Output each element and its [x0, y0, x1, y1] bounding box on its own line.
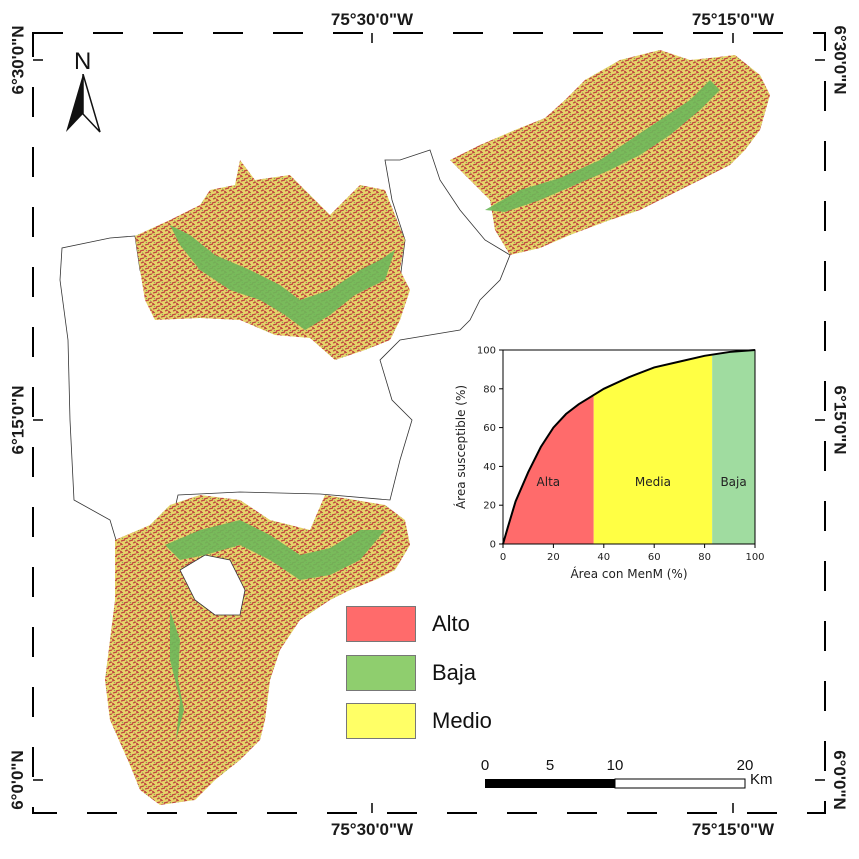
chart-curve-line	[502, 349, 756, 545]
river-northeast	[485, 80, 720, 212]
scale-tick-20: 20	[736, 757, 754, 774]
scale-tick-10: 10	[606, 757, 624, 774]
chart-y-tick-label: 40	[483, 462, 496, 473]
coord-bottom-right: 75°15'0"W	[691, 820, 775, 839]
scale-unit: Km	[750, 771, 773, 788]
river-northwest	[170, 225, 395, 330]
region-northeast	[450, 50, 770, 255]
chart-zone-baja	[712, 350, 755, 544]
chart-zone-media	[593, 354, 713, 544]
legend-item-medio: Medio	[346, 703, 492, 739]
chart-zone-label-alta: Alta	[537, 475, 561, 489]
chart-y-tick-label: 0	[490, 540, 496, 551]
legend-swatch-alto	[346, 606, 416, 642]
scale-tick-0: 0	[480, 757, 490, 774]
chart-x-axis-label: Área con MenM (%)	[570, 566, 687, 581]
legend-label-medio: Medio	[432, 708, 492, 733]
chart-zone-label-baja: Baja	[720, 475, 746, 489]
chart-x-tick-label: 0	[500, 552, 506, 563]
chart-x-tick-label: 40	[597, 552, 610, 563]
legend-item-baja: Baja	[346, 655, 476, 691]
chart-y-tick-label: 80	[483, 384, 496, 395]
legend-swatch-medio	[346, 703, 416, 739]
susceptibility-chart: Alta Media Baja 0 20 40 60 80 100 0 20 40 60 80 100 Áre…	[453, 346, 765, 582]
chart-x-tick-label: 80	[698, 552, 711, 563]
chart-zone-alta	[503, 395, 594, 544]
chart-y-tick-label: 60	[483, 423, 496, 434]
scale-tick-5: 5	[545, 757, 555, 774]
chart-y-tick-label: 100	[477, 346, 496, 357]
chart-zone-label-media: Media	[635, 475, 671, 489]
north-label: N	[74, 48, 92, 75]
chart-x-tick-label: 100	[745, 552, 764, 563]
hole-south	[179, 554, 246, 616]
chart-plot-border	[502, 349, 756, 545]
river-south-lower	[170, 610, 184, 740]
chart-x-tick-label: 20	[547, 552, 560, 563]
legend-swatch-baja	[346, 655, 416, 691]
chart-y-tick-label: 20	[483, 501, 496, 512]
legend-label-alto: Alto	[432, 611, 470, 636]
coord-bottom-left: 75°30'0"W	[330, 820, 414, 839]
legend-label-baja: Baja	[432, 660, 477, 685]
coord-top-right: 75°15'0"W	[691, 10, 775, 29]
region-northwest	[135, 160, 410, 360]
chart-x-tick-label: 60	[648, 552, 661, 563]
legend-item-alto: Alto	[346, 606, 470, 642]
scale-bar	[485, 778, 746, 789]
chart-y-axis-label: Área susceptible (%)	[453, 385, 468, 509]
river-south-upper	[165, 520, 385, 580]
north-arrow-icon	[66, 74, 101, 133]
coord-top-left: 75°30'0"W	[330, 10, 414, 29]
